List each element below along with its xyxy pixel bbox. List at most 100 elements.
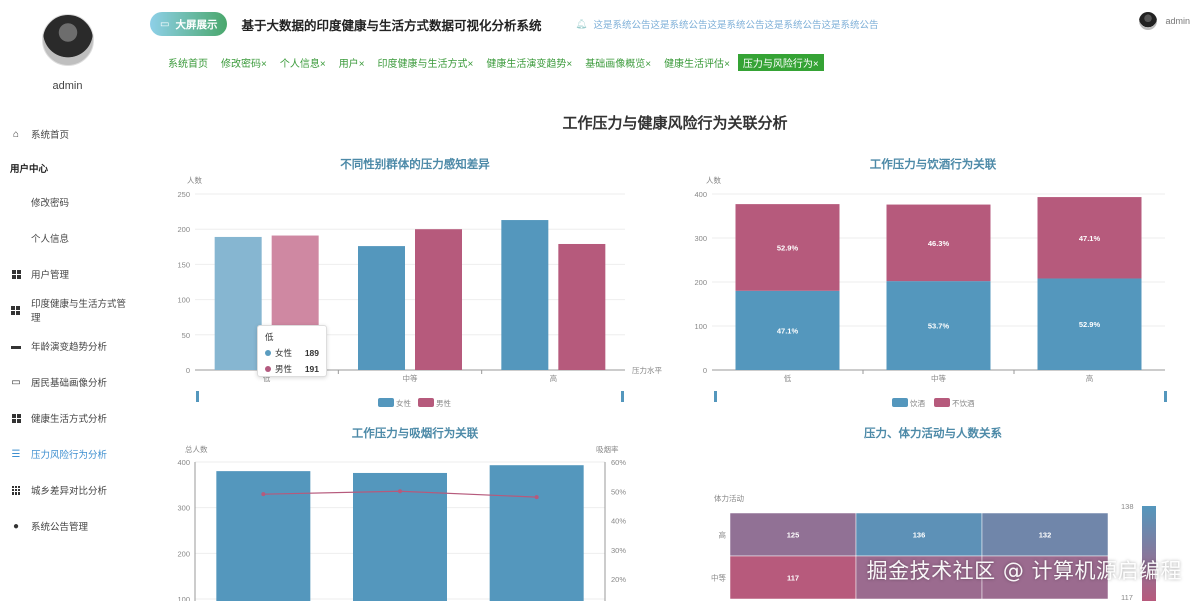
tab[interactable]: 修改密码× <box>216 54 272 71</box>
sidebar-item-label: 年龄演变趋势分析 <box>31 342 108 353</box>
zoom-handle-left <box>196 391 199 402</box>
data-label: 47.1% <box>1079 234 1101 243</box>
tab[interactable]: 印度健康与生活方式× <box>373 54 479 71</box>
y-tick-label: 0 <box>186 366 190 375</box>
tab[interactable]: 个人信息× <box>275 54 331 71</box>
sidebar-item[interactable]: 印度健康与生活方式管理 <box>0 292 135 328</box>
sidebar-item-label: 修改密码 <box>31 198 70 209</box>
cell-label: 132 <box>1039 531 1052 540</box>
line-point <box>398 489 402 494</box>
y-tick-label: 250 <box>177 190 190 199</box>
cell-label: 117 <box>787 574 799 583</box>
close-icon[interactable]: × <box>358 59 365 70</box>
sidebar-item[interactable]: 用户管理 <box>0 256 135 292</box>
y-tick-label: 200 <box>694 278 707 287</box>
chart-title: 工作压力与饮酒行为关联 <box>870 157 997 171</box>
close-icon[interactable]: × <box>812 59 819 70</box>
tooltip-dot <box>265 350 271 356</box>
zoom-handle-left <box>714 391 717 402</box>
close-icon[interactable]: × <box>261 59 267 70</box>
legend-label: 饮酒 <box>910 398 925 408</box>
y-axis-label: 总人数 <box>185 444 208 454</box>
sidebar-item[interactable]: 修改密码 <box>0 184 135 220</box>
y-tick-label: 150 <box>177 260 190 269</box>
close-icon[interactable]: × <box>319 59 326 70</box>
close-icon[interactable]: × <box>566 59 573 70</box>
sidebar: admin ⌂ 系统首页 用户中心 修改密码 个人信息 用户管理 印度健康与生活方式管理 ▬ 年… <box>0 0 135 601</box>
tab-label: 压力与风险行为 <box>742 59 813 70</box>
tab-label: 个人信息 <box>279 59 320 70</box>
grid-icon <box>10 304 22 316</box>
heatmap-cell <box>981 555 1109 600</box>
x-tick-label: 中等 <box>931 373 946 383</box>
data-label: 47.1% <box>777 326 799 335</box>
avatar[interactable] <box>41 14 94 66</box>
y-tick-label: 中等 <box>711 573 726 583</box>
tab[interactable]: 压力与风险行为× <box>737 54 824 71</box>
close-icon[interactable]: × <box>645 59 652 70</box>
sidebar-item[interactable]: 城乡差异对比分析 <box>0 472 135 508</box>
y-axis-label: 人数 <box>706 175 721 185</box>
stacked-bar <box>886 204 991 282</box>
bar <box>216 471 311 601</box>
tab[interactable]: 健康生活演变趋势× <box>481 54 577 71</box>
tab[interactable]: 基础画像概览× <box>580 54 656 71</box>
bell-icon: 🔔︎ <box>575 18 588 30</box>
close-icon[interactable]: × <box>724 59 730 70</box>
visual-map-max: 138 <box>1121 502 1134 511</box>
bar <box>415 229 462 370</box>
tab[interactable]: 用户× <box>334 54 370 71</box>
menu-group-label: 用户中心 <box>10 164 49 175</box>
chart-title: 压力、体力活动与人数关系 <box>864 426 1002 440</box>
y-axis-label: 体力活动 <box>714 493 744 503</box>
y2-tick-label: 50% <box>611 487 626 496</box>
tab-label: 修改密码 <box>221 59 261 70</box>
big-screen-button[interactable]: ▭ 大屏展示 <box>150 12 228 36</box>
user-avatar[interactable] <box>1139 12 1158 30</box>
close-icon[interactable]: × <box>467 59 474 70</box>
x-tick-label: 低 <box>263 373 271 383</box>
y-tick-label: 400 <box>694 190 707 199</box>
sidebar-item[interactable]: 个人信息 <box>0 220 135 256</box>
data-label: 46.3% <box>928 239 950 248</box>
y2-tick-label: 60% <box>611 458 626 467</box>
legend-label: 女性 <box>396 398 411 408</box>
legend-label: 男性 <box>436 398 451 408</box>
sidebar-item-label: 健康生活方式分析 <box>31 414 108 425</box>
x-tick-label: 高 <box>1086 373 1094 383</box>
notice-bar: 🔔︎ 这是系统公告这是系统公告这是系统公告这是系统公告这是系统公告 <box>575 17 878 32</box>
big-screen-label: 大屏展示 <box>175 18 218 31</box>
tab-label: 健康生活评估 <box>664 59 725 70</box>
bar <box>489 465 584 601</box>
y-tick-label: 50 <box>182 331 190 340</box>
tab[interactable]: 系统首页 <box>163 54 213 71</box>
bar <box>214 236 262 370</box>
y-tick-label: 200 <box>177 225 190 234</box>
sidebar-item-label: 系统首页 <box>31 130 70 141</box>
chart-tooltip: 低 女性 189 男性 191 <box>257 325 327 377</box>
cell-label: 136 <box>913 531 926 540</box>
y-tick-label: 100 <box>177 595 190 601</box>
sidebar-item[interactable]: ⌂ 系统首页 <box>0 116 135 152</box>
tooltip-title: 低 <box>265 332 274 342</box>
tooltip-label: 女性 <box>275 348 293 358</box>
stacked-bar <box>735 290 840 370</box>
user-name: admin <box>1165 16 1190 26</box>
user-menu[interactable]: admin <box>1139 12 1190 30</box>
sidebar-item[interactable]: ▬ 年龄演变趋势分析 <box>0 328 135 364</box>
sidebar-item[interactable]: 健康生活方式分析 <box>0 400 135 436</box>
tab-label: 印度健康与生活方式 <box>377 59 468 70</box>
sidebar-item[interactable]: ▭ 居民基础画像分析 <box>0 364 135 400</box>
tab[interactable]: 健康生活评估× <box>659 54 735 71</box>
chart-stress-drinking: 工作压力与饮酒行为关联 人数 0 100 200 300 400 47.1% 52.9% 低 53.… <box>680 150 1180 412</box>
y-tick-label: 高 <box>719 530 727 540</box>
sidebar-item[interactable]: ● 系统公告管理 <box>0 508 135 544</box>
stacked-bar <box>1037 278 1142 370</box>
heatmap-cell <box>855 555 983 600</box>
y-tick-label: 300 <box>177 504 190 513</box>
x-tick-label: 中等 <box>403 373 418 383</box>
sidebar-item[interactable]: ☰ 压力风险行为分析 <box>0 436 135 472</box>
